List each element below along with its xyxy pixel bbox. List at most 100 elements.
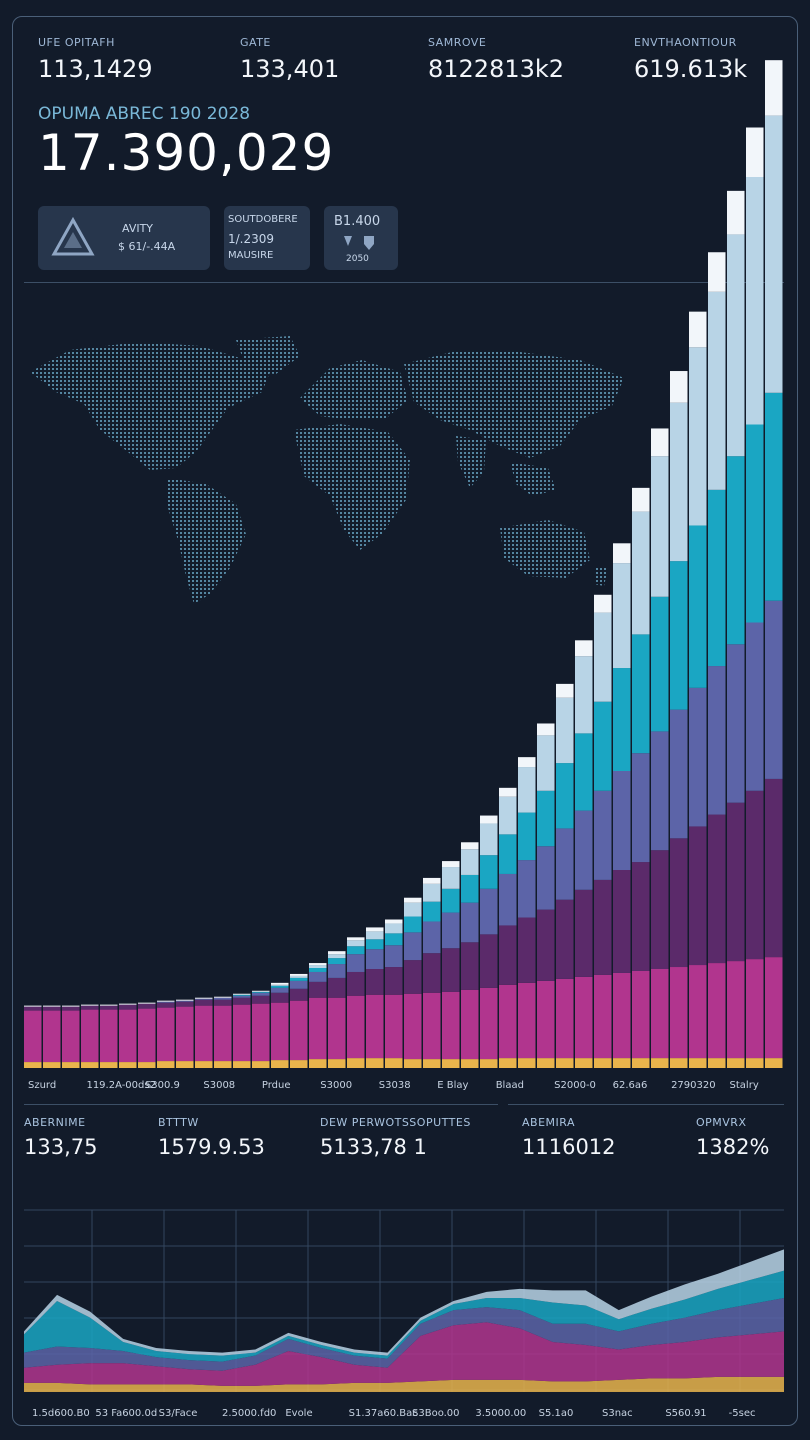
bar-segment-3 [480, 888, 498, 935]
bar-segment-1 [442, 991, 460, 1060]
bar-segment-2 [347, 971, 365, 996]
bar-segment-6 [43, 1005, 61, 1007]
x-tick-label: E Blay [437, 1080, 468, 1091]
bar-segment-4 [594, 701, 612, 791]
bar-segment-5 [727, 234, 745, 457]
bar-segment-6 [765, 60, 783, 116]
bar-segment-6 [442, 861, 460, 868]
bar-segment-6 [746, 127, 764, 177]
bar-segment-3 [309, 971, 327, 982]
bar-segment-2 [214, 999, 232, 1006]
stat-value: 133,75 [24, 1135, 98, 1159]
divider [24, 282, 784, 283]
stat-envtha: ENVTHAONTIOUR 619.613k [634, 36, 747, 83]
bar-segment-1 [594, 974, 612, 1059]
bar-segment-0 [176, 1061, 194, 1068]
x-tick-label: Evole [285, 1408, 312, 1419]
area-series-0 [24, 1376, 784, 1392]
bar-segment-2 [309, 981, 327, 998]
bar-segment-3 [651, 731, 669, 851]
bar-segment-0 [309, 1059, 327, 1068]
bar-segment-2 [290, 988, 308, 1001]
bar-segment-2 [271, 992, 289, 1003]
stat-label: DEW PERWOTSSOPUTTES [320, 1116, 471, 1129]
bar-segment-1 [157, 1007, 175, 1062]
bar-segment-6 [385, 919, 403, 924]
stat-value: 619.613k [634, 55, 748, 83]
bar-segment-2 [727, 802, 745, 962]
bar-segment-6 [556, 683, 574, 698]
x-tick-label: S5.1a0 [539, 1408, 574, 1419]
bar-segment-1 [138, 1008, 156, 1063]
bar-segment-3 [537, 846, 555, 910]
bar-segment-6 [195, 997, 213, 999]
bar-segment-4 [328, 958, 346, 965]
bar-segment-0 [632, 1058, 650, 1068]
bar-segment-6 [480, 815, 498, 824]
bar-segment-1 [499, 984, 517, 1059]
asia-shape [404, 350, 624, 458]
bar-segment-1 [290, 1000, 308, 1061]
bar-segment-3 [366, 949, 384, 969]
card-b1400[interactable]: B1.400 2050 [324, 206, 398, 270]
bar-segment-2 [62, 1006, 80, 1011]
bar-segment-4 [385, 933, 403, 946]
bar-segment-1 [765, 957, 783, 1059]
area-series-3 [24, 1270, 784, 1362]
hero-label: OPUMA ABREC 190 2028 [38, 104, 251, 124]
bar-segment-0 [328, 1059, 346, 1068]
bar-segment-3 [594, 790, 612, 880]
stat-label: ABEMIRA [522, 1116, 575, 1129]
bar-segment-4 [290, 977, 308, 981]
bar-segment-5 [290, 975, 308, 978]
bar-segment-1 [43, 1010, 61, 1063]
bar-segment-3 [442, 912, 460, 949]
bar-segment-0 [100, 1062, 118, 1068]
bar-segment-0 [24, 1062, 42, 1068]
bar-segment-2 [138, 1003, 156, 1009]
bar-segment-3 [670, 709, 688, 839]
south-america-shape [168, 478, 246, 604]
bar-segment-5 [309, 965, 327, 969]
card-soutdobere[interactable]: SOUTDOBERE 1/.2309 MAUSIRE [224, 206, 310, 270]
stat-label: BTTTW [158, 1116, 199, 1129]
bar-segment-4 [461, 874, 479, 903]
bar-segment-0 [727, 1058, 745, 1068]
bar-segment-3 [271, 987, 289, 993]
stat-value: 1382% [696, 1135, 770, 1159]
bar-segment-0 [765, 1058, 783, 1068]
bar-segment-4 [442, 888, 460, 913]
bar-segment-6 [138, 1002, 156, 1004]
stat-value: 113,1429 [38, 55, 153, 83]
bar-segment-3 [689, 687, 707, 827]
bar-segment-6 [81, 1004, 99, 1006]
card-title: B1.400 [334, 214, 381, 229]
bar-segment-3 [461, 902, 479, 943]
card-sub: MAUSIRE [228, 250, 274, 261]
stat-value: 1116012 [522, 1135, 616, 1159]
bar-segment-5 [594, 612, 612, 702]
bar-segment-5 [556, 697, 574, 764]
bar-segment-6 [271, 982, 289, 985]
x-tick-label: S300.9 [145, 1080, 180, 1091]
card-avity[interactable]: AVITY $ 61/-.44A [38, 206, 210, 270]
x-tick-label: S1.37a60.Bac [349, 1408, 418, 1419]
stat-value: 1579.9.53 [158, 1135, 265, 1159]
bar-segment-5 [537, 735, 555, 791]
bar-segment-6 [518, 757, 536, 768]
bar-segment-6 [366, 927, 384, 932]
bar-segment-6 [328, 951, 346, 955]
bar-segment-6 [632, 487, 650, 512]
bar-segment-2 [195, 999, 213, 1006]
bar-segment-2 [423, 953, 441, 993]
x-tick-label: -5sec [729, 1408, 756, 1419]
bar-segment-1 [423, 992, 441, 1060]
bar-segment-2 [442, 948, 460, 992]
stat-label: GATE [240, 36, 271, 49]
bar-segment-0 [575, 1058, 593, 1068]
bar-segment-0 [746, 1058, 764, 1068]
hero-value: 17.390,029 [38, 124, 335, 182]
bar-segment-2 [594, 879, 612, 975]
bar-segment-0 [119, 1062, 137, 1068]
